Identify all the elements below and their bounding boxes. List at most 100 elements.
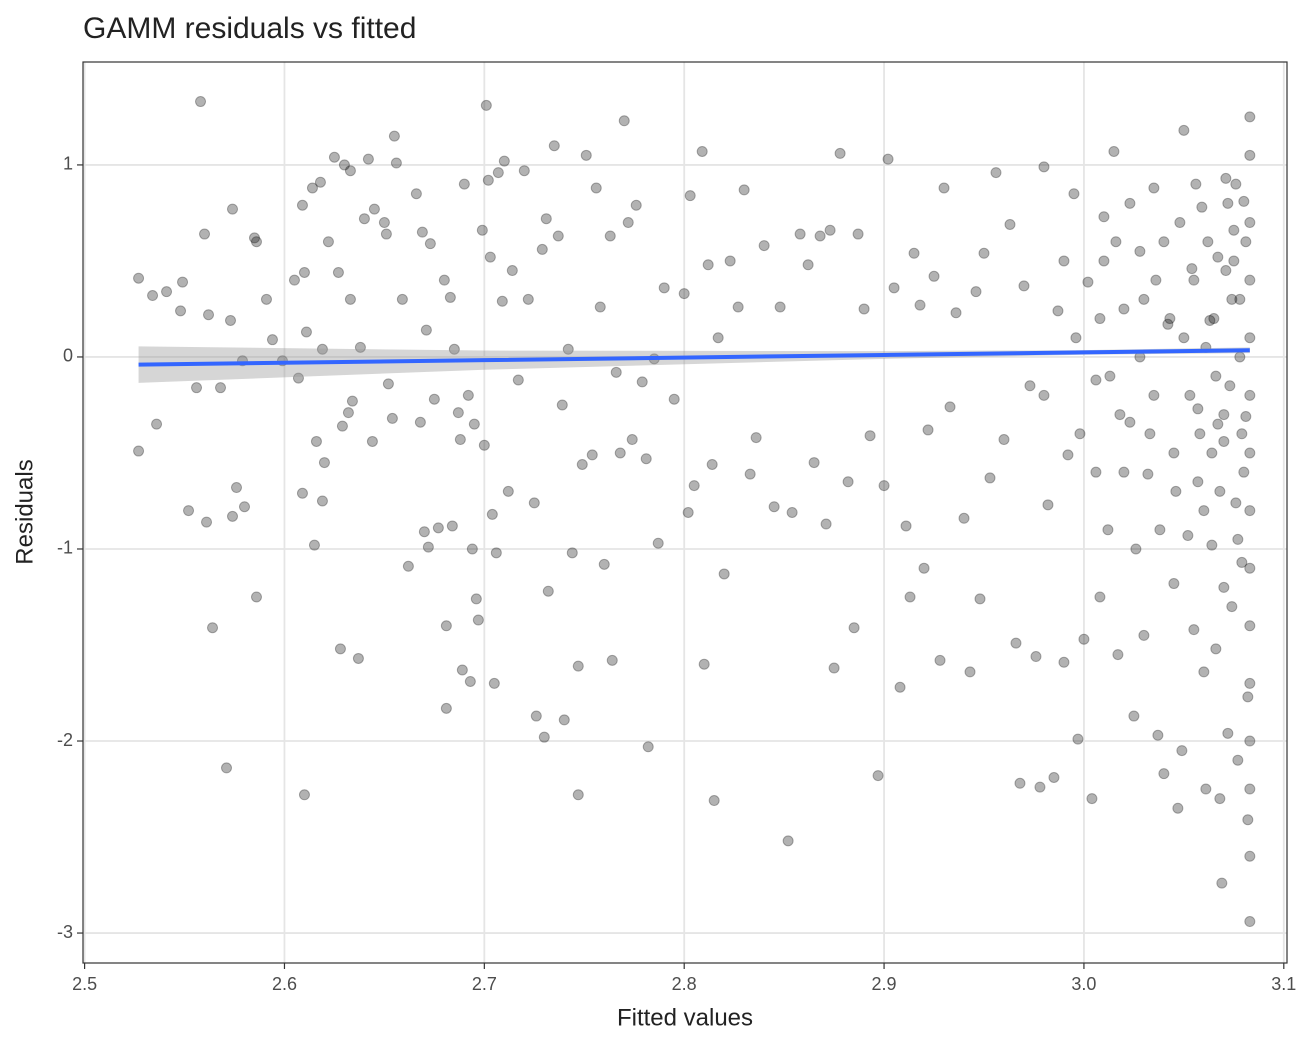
point <box>476 224 488 236</box>
point <box>548 140 560 152</box>
point <box>1168 578 1180 590</box>
point <box>1068 188 1080 200</box>
point <box>1192 403 1204 415</box>
point <box>296 199 308 211</box>
point <box>1230 497 1242 509</box>
point <box>296 487 308 499</box>
point <box>522 293 534 305</box>
point <box>306 182 318 194</box>
point <box>1220 265 1232 277</box>
point <box>1198 666 1210 678</box>
point <box>456 664 468 676</box>
point <box>362 153 374 165</box>
point <box>1222 727 1234 739</box>
point <box>452 407 464 419</box>
point <box>1142 468 1154 480</box>
point <box>308 539 320 551</box>
point <box>1192 476 1204 488</box>
point <box>1038 161 1050 173</box>
point <box>864 430 876 442</box>
point <box>199 228 211 240</box>
point <box>1228 224 1240 236</box>
point <box>1208 313 1220 325</box>
chart-title: GAMM residuals vs fitted <box>83 12 416 45</box>
point <box>614 447 626 459</box>
point <box>552 230 564 242</box>
point <box>1070 332 1082 344</box>
point <box>498 155 510 167</box>
point <box>1174 217 1186 229</box>
point <box>572 789 584 801</box>
point <box>1152 729 1164 741</box>
point <box>712 332 724 344</box>
point <box>990 167 1002 179</box>
point <box>610 366 622 378</box>
point <box>576 458 588 470</box>
point <box>464 675 476 687</box>
point <box>1196 201 1208 213</box>
point <box>248 232 260 244</box>
point <box>227 203 239 215</box>
point <box>344 293 356 305</box>
point <box>358 213 370 225</box>
point <box>958 512 970 524</box>
point <box>438 274 450 286</box>
point <box>1048 772 1060 783</box>
y-tick-label: -2 <box>57 730 73 750</box>
point <box>1188 274 1200 286</box>
point <box>696 145 708 157</box>
point <box>175 305 187 317</box>
point <box>1182 530 1194 542</box>
point <box>468 418 480 430</box>
point <box>1078 633 1090 645</box>
x-axis-title: Fitted values <box>617 1004 753 1031</box>
point <box>928 270 940 282</box>
point <box>238 501 250 513</box>
point <box>424 238 436 250</box>
point <box>486 508 498 520</box>
point <box>1104 370 1116 382</box>
point <box>1210 643 1222 655</box>
point <box>658 282 670 294</box>
point <box>1150 274 1162 286</box>
x-tick-label: 2.7 <box>472 974 497 994</box>
point <box>732 301 744 313</box>
point <box>512 374 524 386</box>
point <box>708 795 720 807</box>
point <box>938 182 950 194</box>
point <box>944 401 956 413</box>
point <box>482 174 494 186</box>
point <box>418 526 430 538</box>
point <box>1176 745 1188 757</box>
point <box>480 99 492 111</box>
point <box>225 314 237 326</box>
point <box>298 266 310 278</box>
point <box>998 434 1010 446</box>
point <box>316 343 328 355</box>
point <box>684 190 696 202</box>
point <box>1154 524 1166 536</box>
point <box>950 307 962 319</box>
point <box>440 620 452 632</box>
point <box>410 188 422 200</box>
point <box>1224 380 1236 392</box>
point <box>1218 409 1230 421</box>
x-tick-label: 2.5 <box>72 974 97 994</box>
point <box>852 228 864 240</box>
point <box>1206 447 1218 459</box>
point <box>594 301 606 313</box>
point <box>1086 793 1098 805</box>
point <box>1218 435 1230 447</box>
point <box>1244 149 1256 161</box>
point <box>1240 236 1252 248</box>
point <box>604 230 616 242</box>
point <box>706 458 718 470</box>
y-tick-label: -1 <box>57 538 73 558</box>
point <box>1038 389 1050 401</box>
point <box>858 303 870 315</box>
point <box>888 282 900 294</box>
point <box>580 149 592 161</box>
point <box>396 293 408 305</box>
point <box>133 445 145 457</box>
point <box>562 343 574 355</box>
